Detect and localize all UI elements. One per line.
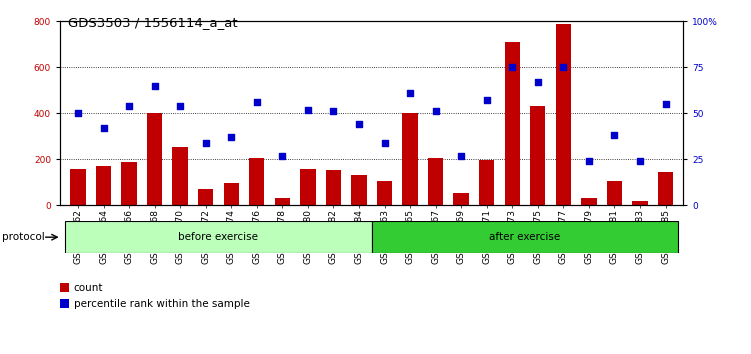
Bar	[351, 175, 366, 205]
Point	[98, 125, 110, 131]
Bar	[60, 299, 69, 308]
Point	[583, 158, 595, 164]
Bar	[479, 160, 494, 205]
Bar	[556, 24, 571, 205]
Bar	[658, 172, 673, 205]
Bar	[300, 169, 315, 205]
Point	[302, 107, 314, 113]
Point	[481, 98, 493, 103]
Point	[72, 110, 84, 116]
Bar	[147, 113, 162, 205]
Point	[379, 140, 391, 145]
Text: before exercise: before exercise	[179, 232, 258, 242]
Bar	[607, 181, 622, 205]
Bar	[60, 283, 69, 292]
Point	[327, 109, 339, 114]
Point	[200, 140, 212, 145]
Point	[608, 132, 620, 138]
Point	[557, 64, 569, 70]
Bar	[326, 170, 341, 205]
Bar	[198, 189, 213, 205]
Point	[276, 153, 288, 159]
Bar	[173, 147, 188, 205]
Text: protocol: protocol	[2, 232, 44, 242]
Text: after exercise: after exercise	[490, 232, 561, 242]
Bar	[65, 221, 372, 253]
Point	[404, 90, 416, 96]
Point	[532, 79, 544, 85]
Text: GDS3503 / 1556114_a_at: GDS3503 / 1556114_a_at	[68, 16, 237, 29]
Bar	[530, 106, 545, 205]
Point	[174, 103, 186, 109]
Bar	[377, 181, 392, 205]
Point	[225, 135, 237, 140]
Bar	[96, 166, 111, 205]
Text: count: count	[74, 283, 103, 293]
Point	[149, 83, 161, 88]
Bar	[372, 221, 678, 253]
Point	[353, 121, 365, 127]
Bar	[249, 158, 264, 205]
Point	[659, 101, 671, 107]
Bar	[224, 183, 239, 205]
Bar	[71, 169, 86, 205]
Point	[455, 153, 467, 159]
Bar	[454, 193, 469, 205]
Text: percentile rank within the sample: percentile rank within the sample	[74, 299, 249, 309]
Bar	[275, 198, 290, 205]
Point	[634, 158, 646, 164]
Bar	[403, 113, 418, 205]
Point	[123, 103, 135, 109]
Bar	[632, 201, 647, 205]
Bar	[122, 161, 137, 205]
Point	[430, 109, 442, 114]
Bar	[505, 42, 520, 205]
Point	[251, 99, 263, 105]
Bar	[428, 158, 443, 205]
Point	[506, 64, 518, 70]
Bar	[581, 198, 596, 205]
